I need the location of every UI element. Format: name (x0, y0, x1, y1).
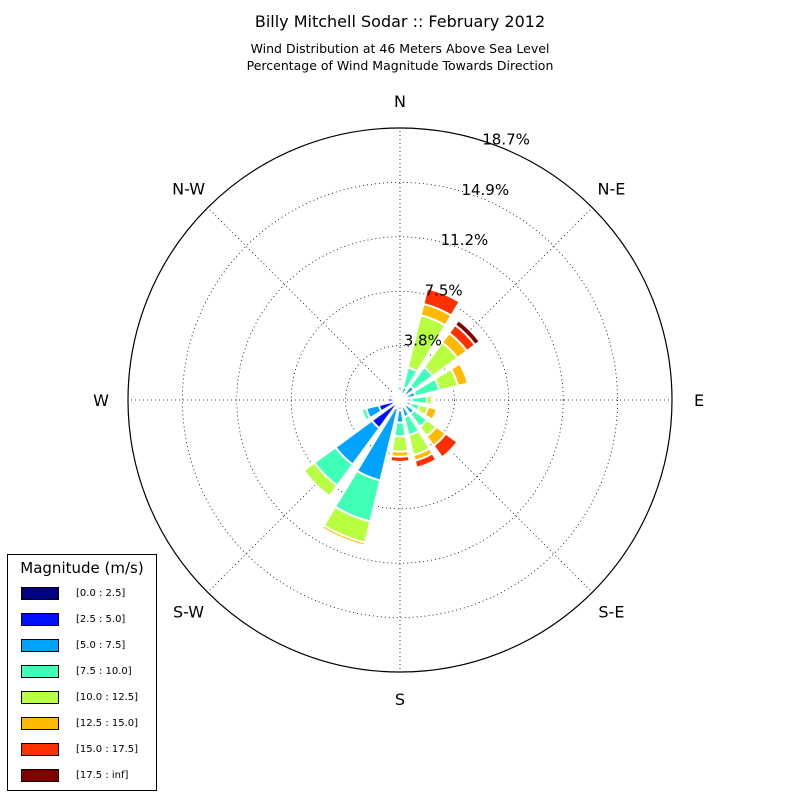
grid-spoke-7 (207, 207, 401, 401)
direction-label-s: S (395, 690, 405, 709)
bar-dir6-bin7 (440, 440, 461, 461)
direction-label-e: E (694, 391, 704, 410)
legend-label: [12.5 : 15.0] (76, 718, 139, 729)
bar-dir8-bin4 (390, 434, 410, 453)
grid-circle-3 (181, 181, 619, 619)
bar-dir9-bin5 (320, 524, 367, 547)
legend-swatch (21, 691, 59, 704)
direction-label-w: W (93, 391, 109, 410)
direction-label-s-e: S-E (598, 602, 624, 621)
polar-grid (128, 128, 672, 672)
grid-circle-0 (345, 345, 455, 455)
legend-swatch (21, 665, 59, 678)
grid-spoke-5 (207, 399, 401, 593)
direction-label-n: N (394, 92, 406, 111)
radial-tick-labels: 3.8% 7.5% 11.2% 14.9% 18.7% (404, 131, 530, 350)
bar-dir10-bin4 (302, 461, 339, 498)
chart-subtitle-line-2: Percentage of Wind Magnitude Towards Dir… (246, 58, 554, 73)
direction-label-s-w: S-W (173, 602, 204, 621)
legend: Magnitude (m/s) [0.0 : 2.5] [2.5 : 5.0] [5… (7, 554, 157, 791)
legend-swatch (21, 717, 59, 730)
radial-tick-label-4: 18.7% (482, 131, 530, 149)
bar-dir8-bin6 (389, 454, 411, 463)
legend-label: [0.0 : 2.5] (76, 588, 126, 599)
bar-dir8-bin3 (393, 421, 407, 438)
bar-dir13-bin2 (387, 392, 394, 400)
radial-tick-label-2: 11.2% (441, 231, 489, 249)
legend-swatch (21, 769, 59, 782)
legend-swatch (21, 743, 59, 756)
legend-label: [5.0 : 7.5] (76, 640, 126, 651)
radial-tick-label-1: 7.5% (425, 281, 463, 299)
chart-title: Billy Mitchell Sodar :: February 2012 (254, 12, 546, 31)
legend-swatch (21, 613, 59, 626)
bar-dir3-bin5 (449, 362, 470, 388)
radial-tick-label-3: 14.9% (461, 181, 509, 199)
grid-spoke-3 (399, 399, 593, 593)
bar-dir2-bin7 (453, 318, 482, 347)
chart-subtitle-line-1: Wind Distribution at 46 Meters Above Sea… (250, 41, 550, 56)
wind-rose-bars (302, 287, 482, 547)
bar-dir0-bin5 (396, 381, 404, 385)
legend-swatch (21, 639, 59, 652)
radial-tick-label-0: 3.8% (404, 332, 442, 350)
bar-dir5-bin5 (423, 405, 438, 422)
direction-label-n-w: N-W (172, 180, 205, 199)
direction-label-n-e: N-E (597, 180, 625, 199)
legend-label: [10.0 : 12.5] (76, 692, 139, 703)
bar-dir12-bin2 (385, 396, 389, 404)
legend-label: [15.0 : 17.5] (76, 744, 139, 755)
legend-label: [17.5 : inf] (76, 770, 129, 781)
bar-dir11-bin3 (360, 407, 372, 422)
legend-title: Magnitude (m/s) (20, 559, 144, 577)
legend-label: [2.5 : 5.0] (76, 614, 126, 625)
bar-dir15-bin4 (393, 388, 400, 394)
bar-dir1-bin6 (422, 287, 462, 317)
grid-spoke-1 (399, 207, 593, 401)
legend-label: [7.5 : 10.0] (76, 666, 132, 677)
grid-circle-2 (236, 236, 564, 564)
outer-circle (127, 127, 673, 673)
bar-dir4-bin5 (430, 393, 434, 407)
direction-labels: N N-E E S-E S S-W W N-W (93, 92, 704, 709)
bar-dir7-bin7 (415, 458, 439, 471)
legend-swatch (21, 587, 59, 600)
